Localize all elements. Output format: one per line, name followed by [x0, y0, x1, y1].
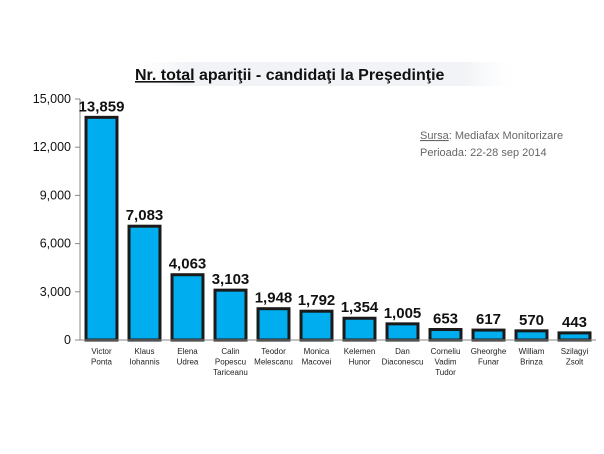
- data-label: 1,005: [384, 305, 422, 322]
- x-tick-label: Corneliu Vadim Tudor: [431, 347, 461, 377]
- bar: [256, 307, 291, 342]
- x-tick-label-line: Vadim: [434, 358, 456, 367]
- chart-title-rest: apariţii - candidaţi la Preşedinţie: [195, 67, 445, 84]
- bar: [170, 273, 205, 342]
- x-tick-label: Victor Ponta: [91, 347, 112, 367]
- chart-title-underlined: Nr. total: [135, 67, 195, 84]
- bars: 13,859 7,083 4,063 3,103 1,948 1,792 1,354 1,00…: [79, 98, 592, 342]
- bar: [299, 309, 334, 342]
- x-tick-label-line: Popescu: [215, 358, 246, 367]
- source-prefix: Sursa: [420, 130, 450, 142]
- x-tick-label-line: Monica: [304, 347, 330, 356]
- x-tick-label: Gheorghe Funar: [471, 347, 507, 367]
- bar: [127, 224, 162, 342]
- x-tick-label-line: Zsolt: [566, 358, 584, 367]
- x-tick-label-line: Dan: [395, 347, 410, 356]
- y-tick-label: 3,000: [40, 285, 71, 299]
- x-tick-label: Monica Macovei: [302, 347, 332, 367]
- bar: [84, 115, 119, 342]
- x-tick-label: Klaus Iohannis: [129, 347, 159, 367]
- x-tick-label: Kelemen Hunor: [344, 347, 376, 367]
- x-tick-label: Dan Diaconescu: [382, 347, 424, 367]
- x-tick-label-line: Udrea: [177, 358, 199, 367]
- bar: [385, 322, 420, 342]
- x-tick-label-line: Diaconescu: [382, 358, 424, 367]
- x-tick-label-line: Klaus: [134, 347, 154, 356]
- bar: [514, 329, 549, 342]
- data-label: 3,103: [212, 271, 250, 288]
- period-note: Perioada: 22-28 sep 2014: [420, 147, 547, 159]
- x-tick-label-line: Corneliu: [431, 347, 461, 356]
- bar: [428, 328, 463, 342]
- x-tick-label: Elena Udrea: [177, 347, 199, 367]
- bar: [342, 316, 377, 342]
- x-tick-label-line: Elena: [177, 347, 198, 356]
- y-tick-label: 12,000: [33, 140, 71, 154]
- bar: [557, 331, 592, 342]
- x-tick-label-line: Kelemen: [344, 347, 376, 356]
- x-tick-label-line: William: [519, 347, 545, 356]
- x-tick-label-line: Victor: [91, 347, 112, 356]
- data-label: 4,063: [169, 256, 207, 273]
- data-label: 1,792: [298, 292, 336, 309]
- source-note: Sursa: Mediafax Monitorizare: [420, 130, 563, 142]
- y-tick-label: 9,000: [40, 188, 71, 202]
- data-label: 7,083: [126, 207, 164, 224]
- data-label: 653: [433, 311, 458, 328]
- x-tick-label-line: Hunor: [349, 358, 371, 367]
- data-label: 13,859: [79, 98, 125, 115]
- x-tick-label-line: Calin: [221, 347, 239, 356]
- x-tick-label-line: Funar: [478, 358, 499, 367]
- x-tick-label: Calin Popescu Tariceanu: [213, 347, 248, 377]
- data-label: 570: [519, 312, 544, 329]
- y-axis: 0 3,000 6,000 9,000 12,000 15,000: [33, 92, 81, 347]
- chart-title: Nr. total apariţii - candidaţi la Preşed…: [135, 67, 445, 84]
- data-label: 617: [476, 311, 501, 328]
- x-tick-label-line: Melescanu: [254, 358, 293, 367]
- x-tick-label-line: Iohannis: [129, 358, 159, 367]
- x-tick-label-line: Brinza: [520, 358, 543, 367]
- x-tick-label-line: Tariceanu: [213, 368, 248, 377]
- x-tick-label-line: Gheorghe: [471, 347, 507, 356]
- x-tick-label-line: Teodor: [261, 347, 286, 356]
- bar: [471, 328, 506, 342]
- data-label: 1,948: [255, 290, 293, 307]
- data-label: 1,354: [341, 299, 379, 316]
- x-tick-label: Szilagyi Zsolt: [561, 347, 589, 367]
- x-tick-label-line: Ponta: [91, 358, 112, 367]
- y-tick-label: 0: [64, 333, 71, 347]
- x-tick-label-line: Szilagyi: [561, 347, 589, 356]
- x-tick-label-line: Tudor: [435, 368, 456, 377]
- title-background: [125, 62, 525, 86]
- data-label: 443: [562, 314, 587, 331]
- bar: [213, 288, 248, 342]
- x-axis: Victor Ponta Klaus Iohannis Elena Udrea Calin P…: [80, 339, 596, 377]
- y-tick-label: 6,000: [40, 237, 71, 251]
- x-tick-label: Teodor Melescanu: [254, 347, 293, 367]
- x-tick-label-line: Macovei: [302, 358, 332, 367]
- source-rest: : Mediafax Monitorizare: [449, 130, 563, 142]
- y-tick-label: 15,000: [33, 92, 71, 106]
- x-tick-label: William Brinza: [519, 347, 545, 367]
